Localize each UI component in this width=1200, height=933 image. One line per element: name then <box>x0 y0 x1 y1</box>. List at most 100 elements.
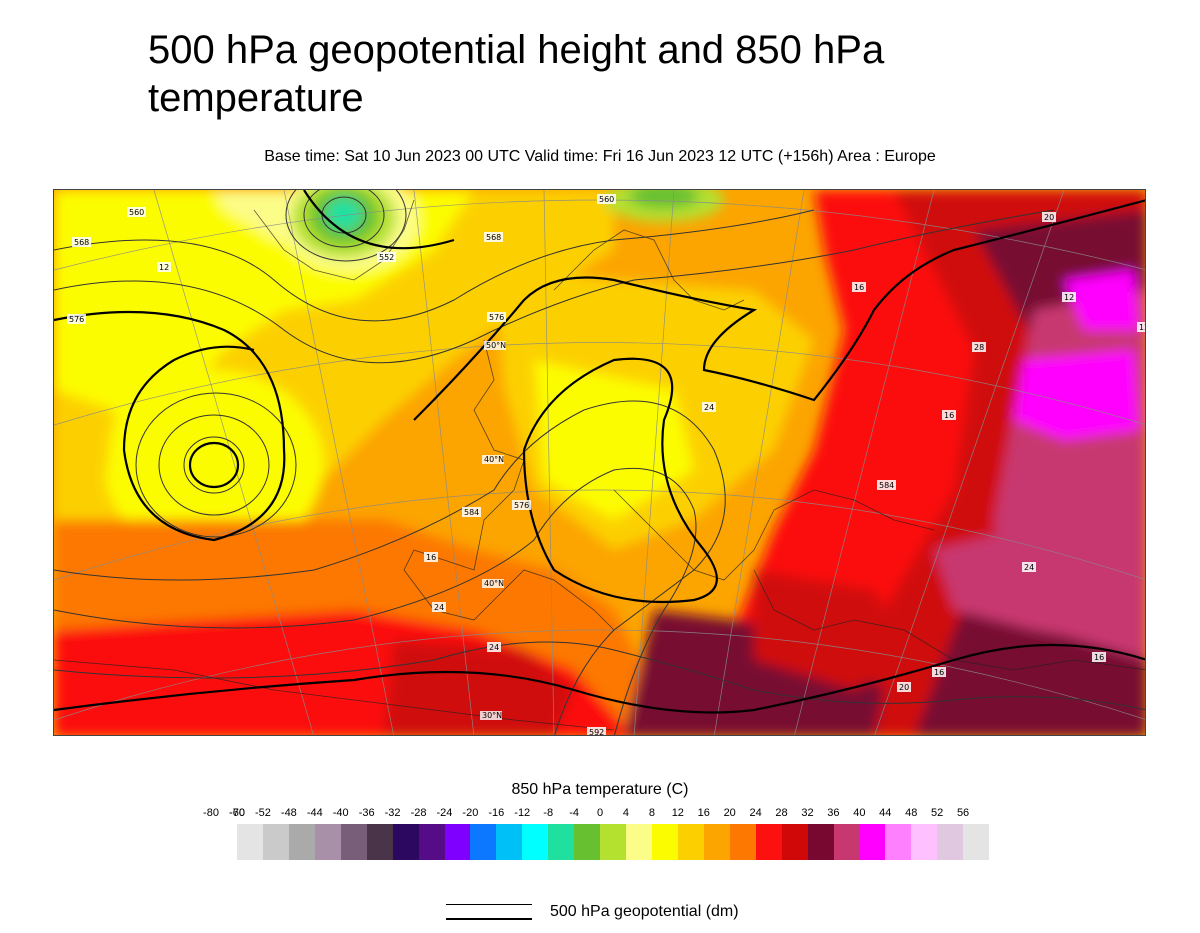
legend-tick-label: -44 <box>306 807 323 819</box>
contour-label: 16 <box>934 668 944 677</box>
colorbar-swatch <box>833 824 860 860</box>
contour-label: 584 <box>464 508 479 517</box>
colorbar-swatch <box>937 824 964 860</box>
legend-tick-label: -36 <box>358 807 375 819</box>
contour-label: 584 <box>879 481 894 490</box>
legend-tick-label: 52 <box>931 807 944 819</box>
colorbar-swatch <box>418 824 445 860</box>
contour-label-bg <box>852 282 866 292</box>
legend-tick-label: 48 <box>905 807 918 819</box>
contour-label-bg <box>1092 652 1106 662</box>
contour-label-bg <box>1022 562 1036 572</box>
map-panel: 560 568 552 560 576 568 576 584 576 584 592 12 16 16 1… <box>53 189 1146 736</box>
contour-label-bg <box>897 682 911 692</box>
legend-tick-label: -24 <box>436 807 453 819</box>
contour-label: 12 <box>159 263 169 272</box>
contour-label-bg <box>587 727 606 735</box>
legend-tick-label: 40 <box>853 807 866 819</box>
contour-label: 24 <box>489 643 499 652</box>
legend-tick-label: -12 <box>514 807 531 819</box>
geopotential-legend: 500 hPa geopotential (dm) <box>446 900 806 924</box>
colorbar-swatch <box>366 824 393 860</box>
contour-label: 16 <box>944 411 954 420</box>
geopotential-contours-thick <box>54 190 1145 714</box>
contour-label-bg <box>877 480 896 490</box>
graticule <box>54 190 1145 735</box>
legend-tick-label: 4 <box>622 807 630 819</box>
colorbar-swatch <box>911 824 938 860</box>
chart-subtitle: Base time: Sat 10 Jun 2023 00 UTC Valid … <box>264 148 936 165</box>
legend-tick-label: 12 <box>671 807 684 819</box>
contour-label-bg <box>702 402 716 412</box>
legend-tick-label: 16 <box>697 807 710 819</box>
legend-tick-label: -28 <box>410 807 427 819</box>
graticule-label-bg <box>484 341 506 350</box>
contour-label-bg <box>72 237 91 247</box>
colorbar-swatch <box>963 824 990 860</box>
legend-tick-label: -8 <box>543 807 554 819</box>
graticule-label: 50°N <box>486 341 506 350</box>
contour-label-bg <box>512 500 531 510</box>
contour-label-bg <box>377 252 396 262</box>
colorbar-swatch <box>781 824 808 860</box>
contour-label-bg <box>597 194 616 204</box>
colorbar-swatch <box>703 824 730 860</box>
legend-ticks: -80 -70 -60 -52 -48 -44 -40 -36 -32 -28 -24 -20 -16-… <box>0 806 1200 820</box>
colorbar-swatch <box>444 824 471 860</box>
contour-label: 576 <box>489 313 504 322</box>
graticule-labels: 50°N 40°N 40°N 30°N <box>480 341 506 720</box>
contour-label-bg <box>1062 292 1076 302</box>
legend-title: 850 hPa temperature (C) <box>511 781 689 798</box>
contour-label-bg <box>462 507 481 517</box>
legend-tick-label: 44 <box>879 807 892 819</box>
geopotential-legend-label: 500 hPa geopotential (dm) <box>550 903 739 920</box>
colorbar-swatch <box>859 824 886 860</box>
legend-tick-label: 0 <box>596 807 604 819</box>
contour-label-bg <box>972 342 986 352</box>
contour-label-bg <box>67 314 86 324</box>
legend-tick-label: 32 <box>801 807 814 819</box>
legend-tick-label: 24 <box>749 807 762 819</box>
contour-label-bg <box>487 642 501 652</box>
colorbar-swatch <box>237 824 263 860</box>
colorbar-swatch <box>262 824 289 860</box>
contour-label-bg <box>127 207 146 217</box>
colorbar-swatch <box>626 824 652 860</box>
contour-label: 568 <box>486 233 501 242</box>
legend-tick-label: -32 <box>384 807 401 819</box>
contour-label-bg <box>484 232 503 242</box>
contour-label: 16 <box>1094 653 1104 662</box>
legend-tick-label: -48 <box>280 807 297 819</box>
colorbar-swatch <box>729 824 756 860</box>
contour-label: 20 <box>899 683 909 692</box>
contour-label-bg <box>1042 212 1056 222</box>
colorbar-swatch <box>392 824 419 860</box>
geopotential-contours-thin <box>54 190 1145 735</box>
colorbar-swatch <box>652 824 678 860</box>
graticule-label: 40°N <box>484 579 504 588</box>
contour-label-bg <box>487 312 506 322</box>
colorbar-swatch <box>574 824 601 860</box>
contour-label: 12 <box>1139 323 1146 332</box>
legend-tick-label: -80 <box>203 807 219 819</box>
colorbar-swatch <box>314 824 341 860</box>
contour-label: 16 <box>854 283 864 292</box>
contour-label-bg <box>157 262 171 272</box>
contour-label: 560 <box>129 208 144 217</box>
legend-tick-label: 20 <box>723 807 736 819</box>
coastlines <box>54 199 1145 731</box>
contour-label: 576 <box>514 501 529 510</box>
contour-labels: 560 568 552 560 576 568 576 584 576 584 592 12 16 16 1… <box>67 194 1146 735</box>
colorbar-swatch <box>288 824 315 860</box>
contour-label: 20 <box>1044 213 1054 222</box>
contour-label: 24 <box>1024 563 1034 572</box>
contour-label: 560 <box>599 195 614 204</box>
contour-label: 568 <box>74 238 89 247</box>
graticule-label: 40°N <box>484 455 504 464</box>
legend-tick-label: 8 <box>648 807 655 819</box>
contour-label: 24 <box>704 403 714 412</box>
graticule-label-bg <box>482 455 504 464</box>
legend-tick-label: -70 <box>229 807 245 819</box>
contour-label: 12 <box>1064 293 1074 302</box>
contour-label-bg <box>942 410 956 420</box>
